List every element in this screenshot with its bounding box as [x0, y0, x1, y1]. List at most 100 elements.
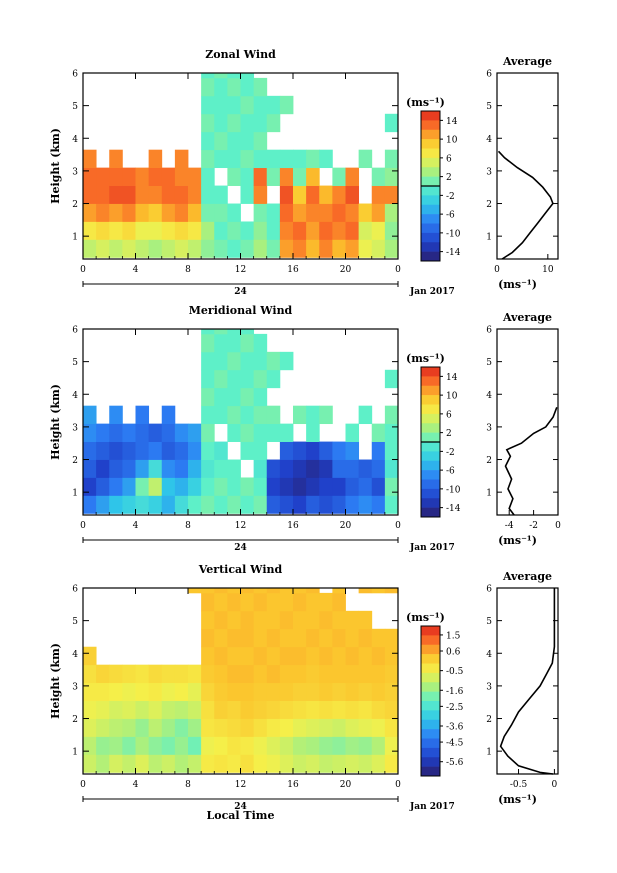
colorbar-segment — [421, 488, 440, 499]
heatmap-cell — [161, 239, 176, 258]
heatmap-cell — [345, 477, 360, 496]
heatmap-cell — [201, 369, 215, 389]
colorbar-tick-label: 6 — [446, 410, 452, 420]
heatmap-cell — [122, 718, 136, 737]
heatmap-cell — [266, 477, 281, 496]
heatmap-cell — [266, 754, 281, 773]
heatmap-cell — [201, 459, 215, 478]
heatmap-cell — [214, 131, 228, 151]
colorbar-segment — [421, 460, 440, 471]
y-tick-label: 6 — [72, 326, 78, 336]
heatmap-cell — [174, 700, 189, 719]
heatmap-cell — [240, 610, 255, 630]
heatmap-cell — [161, 167, 176, 186]
heatmap-cell — [358, 628, 373, 648]
colorbar-tick-label: -2.5 — [446, 703, 464, 713]
heatmap-cell — [214, 95, 228, 115]
heatmap-cell — [83, 203, 97, 222]
y-tick-label: 5 — [72, 617, 78, 627]
heatmap-cell — [332, 700, 346, 719]
heatmap-cell — [266, 351, 281, 371]
y-tick-label: 1 — [72, 748, 78, 758]
heatmap-cell — [332, 495, 346, 514]
heatmap-cell — [253, 718, 268, 737]
heatmap-cell — [358, 700, 373, 719]
heatmap-cell — [214, 77, 228, 97]
heatmap-cell — [83, 149, 97, 169]
average-x-tick-label: -4 — [505, 521, 514, 531]
heatmap-cell — [306, 592, 320, 612]
heatmap-cell — [109, 239, 123, 258]
heatmap-cell — [345, 423, 360, 442]
colorbar-tick-label: 2 — [446, 429, 452, 439]
average-x-label: (ms⁻¹) — [498, 278, 537, 291]
colorbar-tick-label: -6 — [446, 467, 455, 477]
heatmap-cell — [161, 754, 176, 773]
heatmap-cell — [384, 369, 399, 389]
colorbar-segment — [421, 157, 440, 168]
heatmap-cell — [293, 682, 307, 701]
heatmap-cell — [384, 221, 399, 240]
heatmap-cell — [214, 592, 228, 612]
heatmap-cell — [227, 459, 241, 478]
heatmap-cell — [279, 736, 294, 755]
heatmap-cell — [266, 369, 281, 389]
heatmap-cell — [371, 646, 386, 666]
colorbar-segment — [421, 251, 440, 262]
heatmap-cell — [371, 718, 386, 737]
colorbar-segment — [421, 432, 440, 443]
heatmap-cell — [332, 459, 346, 478]
colorbar-segment — [421, 701, 440, 711]
heatmap-cell — [358, 664, 373, 684]
heatmap-cell — [201, 131, 215, 151]
colorbar-segment — [421, 626, 440, 636]
heatmap-cell — [188, 682, 202, 701]
heatmap-cell — [266, 221, 281, 240]
heatmap-cell — [122, 441, 136, 460]
heatmap-cell — [253, 459, 268, 478]
heatmap-cell — [96, 495, 110, 514]
heatmap-cell — [214, 73, 228, 79]
heatmap-cell — [148, 185, 163, 204]
x-tick-label: 0 — [80, 521, 86, 531]
heatmap-cell — [227, 664, 241, 684]
colorbar-segment — [421, 682, 440, 692]
heatmap-cell — [319, 736, 333, 755]
colorbar-tick-label: -5.6 — [446, 758, 464, 768]
heatmap-cell — [266, 203, 281, 222]
heatmap-cell — [319, 754, 333, 773]
heatmap-cell — [319, 239, 333, 258]
heatmap-cell — [266, 113, 281, 133]
heatmap-cell — [332, 221, 346, 240]
y-tick-label: 1 — [72, 489, 78, 499]
heatmap-cell — [384, 239, 399, 258]
heatmap-cell — [201, 628, 215, 648]
heatmap-cell — [174, 167, 189, 186]
y-axis-label: Height (km) — [49, 643, 62, 719]
heatmap-cell — [358, 203, 373, 222]
heatmap-cell — [227, 477, 241, 496]
heatmap-cell — [174, 423, 189, 442]
heatmap-cell — [96, 754, 110, 773]
heatmap-cell — [148, 459, 163, 478]
heatmap-cell — [319, 405, 333, 425]
heatmap-cell — [240, 588, 255, 594]
average-y-tick-label: 3 — [486, 423, 492, 433]
colorbar-segment — [421, 729, 440, 739]
heatmap-cell — [240, 149, 255, 169]
heatmap-cell — [135, 423, 150, 442]
heatmap-cell — [227, 203, 241, 222]
heatmap-cell — [227, 700, 241, 719]
heatmap-cell — [214, 333, 228, 353]
heatmap-cell — [109, 221, 123, 240]
average-profile-line — [497, 150, 554, 260]
heatmap-cell — [83, 718, 97, 737]
heatmap-cell — [371, 167, 386, 186]
heatmap-cells — [83, 73, 399, 258]
heatmap-cell — [135, 664, 150, 684]
y-tick-label: 5 — [72, 102, 78, 112]
heatmap-cell — [227, 239, 241, 258]
heatmap-cell — [227, 646, 241, 666]
heatmap-cell — [384, 423, 399, 442]
